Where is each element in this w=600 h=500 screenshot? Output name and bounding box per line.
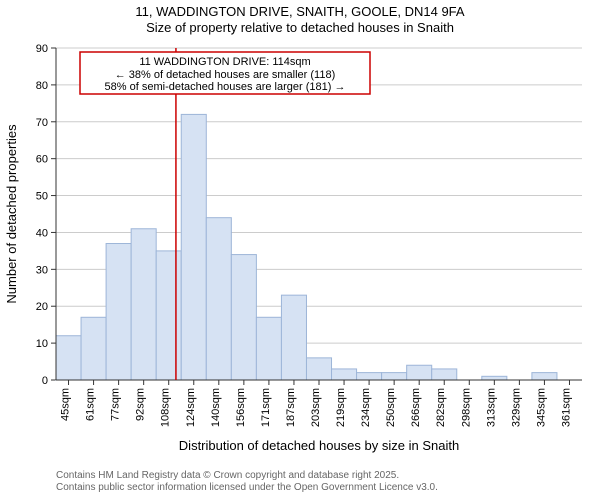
x-tick-label: 266sqm (410, 388, 422, 427)
histogram-bar (256, 317, 281, 380)
histogram-bar (306, 358, 331, 380)
x-tick-label: 92sqm (135, 388, 147, 421)
chart-title-line1: 11, WADDINGTON DRIVE, SNAITH, GOOLE, DN1… (135, 4, 464, 19)
y-tick-label: 40 (36, 227, 48, 239)
chart-title-line2: Size of property relative to detached ho… (146, 20, 454, 35)
y-axis-label: Number of detached properties (4, 124, 19, 304)
x-tick-label: 219sqm (335, 388, 347, 427)
x-tick-label: 298sqm (460, 388, 472, 427)
y-tick-label: 70 (36, 117, 48, 129)
x-tick-label: 156sqm (235, 388, 247, 427)
callout-line3: 58% of semi-detached houses are larger (… (105, 81, 346, 93)
x-tick-label: 282sqm (435, 388, 447, 427)
y-tick-label: 30 (36, 264, 48, 276)
x-tick-label: 203sqm (310, 388, 322, 427)
x-tick-label: 140sqm (210, 388, 222, 427)
histogram-bar (181, 114, 206, 380)
x-tick-label: 108sqm (160, 388, 172, 427)
footer-line1: Contains HM Land Registry data © Crown c… (56, 470, 399, 481)
histogram-bar (131, 229, 156, 380)
histogram-bar (532, 373, 557, 380)
x-axis-label: Distribution of detached houses by size … (179, 438, 459, 453)
histogram-bar (407, 365, 432, 380)
x-tick-label: 187sqm (285, 388, 297, 427)
callout-line2: ← 38% of detached houses are smaller (11… (115, 69, 336, 81)
x-tick-label: 45sqm (60, 388, 72, 421)
histogram-bar (382, 373, 407, 380)
histogram-bar (432, 369, 457, 380)
x-tick-label: 329sqm (510, 388, 522, 427)
histogram-bar (106, 244, 131, 380)
y-tick-label: 50 (36, 191, 48, 203)
x-tick-label: 61sqm (85, 388, 97, 421)
histogram-bar (56, 336, 81, 380)
x-tick-label: 250sqm (385, 388, 397, 427)
y-tick-label: 0 (42, 375, 48, 387)
callout-line1: 11 WADDINGTON DRIVE: 114sqm (139, 56, 310, 68)
y-tick-label: 60 (36, 154, 48, 166)
histogram-bar (231, 255, 256, 380)
callout-box: 11 WADDINGTON DRIVE: 114sqm ← 38% of det… (80, 52, 370, 94)
histogram-bar (332, 369, 357, 380)
y-tick-label: 80 (36, 80, 48, 92)
x-tick-label: 124sqm (185, 388, 197, 427)
histogram-bar (156, 251, 181, 380)
y-tick-label: 90 (36, 43, 48, 55)
x-tick-label: 234sqm (360, 388, 372, 427)
plot-area: 0 10 20 30 40 50 60 70 80 90 45sqm 61sqm 77sqm 92sqm 1… (36, 43, 582, 427)
x-tick-label: 345sqm (535, 388, 547, 427)
histogram-bar (482, 376, 507, 380)
x-tick-label: 361sqm (560, 388, 572, 427)
y-tick-label: 20 (36, 301, 48, 313)
histogram-bar (281, 295, 306, 380)
histogram-bar (357, 373, 382, 380)
histogram-bar (81, 317, 106, 380)
x-tick-label: 77sqm (110, 388, 122, 421)
footer-line2: Contains public sector information licen… (56, 482, 438, 493)
x-tick-label: 313sqm (485, 388, 497, 427)
y-tick-label: 10 (36, 338, 48, 350)
histogram-bar (206, 218, 231, 380)
x-tick-label: 171sqm (260, 388, 272, 427)
